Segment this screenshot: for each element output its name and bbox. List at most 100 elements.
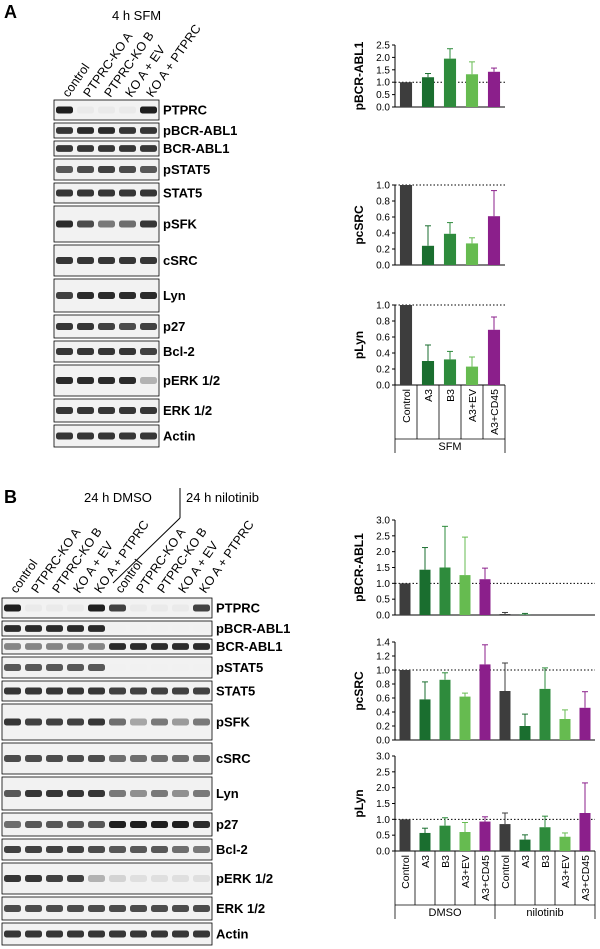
- blot-band: [109, 875, 126, 882]
- blot-band: [77, 189, 94, 197]
- y-tick-label: 1.2: [376, 652, 390, 663]
- blot-strip: pSFK: [1, 703, 251, 741]
- y-tick-label: 0.2: [376, 365, 390, 376]
- blot-band: [140, 127, 157, 134]
- blot-strip: ERK 1/2: [53, 398, 212, 423]
- panel-a-condition: 4 h SFM: [112, 8, 161, 23]
- blot-band: [4, 687, 21, 695]
- blot-label: BCR-ABL1: [163, 141, 229, 156]
- blot-band: [77, 145, 94, 152]
- blot-band: [46, 625, 63, 632]
- blot-band: [56, 166, 73, 173]
- blot-band: [77, 407, 94, 414]
- blot-band: [4, 846, 21, 853]
- blot-band: [88, 625, 105, 632]
- blot-band: [56, 323, 73, 330]
- bar: [499, 614, 511, 615]
- blot-band: [172, 790, 189, 797]
- blot-band: [109, 846, 126, 853]
- blot-label: Actin: [216, 927, 249, 942]
- blot-band: [172, 905, 189, 912]
- blot-label: pSFK: [216, 715, 251, 730]
- blot-band: [130, 846, 147, 853]
- y-tick-label: 2.5: [376, 41, 390, 52]
- blot-band: [46, 821, 63, 828]
- blot-band: [109, 905, 126, 912]
- chart-a-3: 0.0 0.2 0.4 0.6 0.8 1.0 pLyn: [352, 301, 505, 392]
- blot-band: [88, 718, 105, 726]
- y-tick-label: 0.5: [376, 595, 390, 606]
- blot-band: [67, 875, 84, 882]
- y-tick-label: 0.6: [376, 213, 390, 224]
- bar: [579, 707, 591, 740]
- blot-band: [119, 166, 136, 173]
- blot-band: [98, 145, 115, 152]
- blot-band: [193, 821, 210, 828]
- blot-label: ERK 1/2: [163, 403, 212, 418]
- blot-band: [88, 664, 105, 671]
- bar: [419, 699, 431, 740]
- bar: [399, 583, 411, 615]
- blot-band: [77, 432, 94, 440]
- blot-band: [88, 875, 105, 882]
- blot-band: [56, 106, 73, 114]
- blot-band: [4, 790, 21, 797]
- y-tick-label: 2.5: [376, 531, 390, 542]
- blot-band: [46, 718, 63, 726]
- blot-band: [193, 604, 210, 612]
- blot-band: [25, 846, 42, 853]
- bar: [539, 827, 551, 851]
- blot-band: [140, 348, 157, 355]
- bar: [421, 245, 435, 265]
- x-tick-label: A3: [520, 855, 532, 868]
- bar: [579, 813, 591, 851]
- blot-band: [4, 755, 21, 762]
- blot-band: [4, 875, 21, 882]
- blot-band: [4, 930, 21, 938]
- x-tick-label: Control: [400, 855, 412, 889]
- blot-band: [4, 905, 21, 912]
- blot-label: STAT5: [216, 684, 255, 699]
- y-tick-label: 1.0: [376, 666, 390, 677]
- x-tick-label: A3+EV: [460, 855, 472, 888]
- blot-band: [67, 790, 84, 797]
- blot-band: [119, 323, 136, 330]
- y-axis-label: pLyn: [352, 789, 366, 817]
- y-tick-label: 1.4: [376, 638, 390, 649]
- bar: [559, 719, 571, 740]
- blot-band: [67, 687, 84, 695]
- blot-band: [56, 432, 73, 440]
- blot-strip: PTPRC: [1, 597, 261, 619]
- blot-band: [172, 930, 189, 938]
- blot-band: [130, 625, 147, 632]
- bar: [443, 359, 457, 385]
- blot-strip: Actin: [53, 424, 196, 448]
- blot-band: [109, 790, 126, 797]
- group-label: SFM: [438, 441, 461, 453]
- y-tick-label: 1.0: [376, 181, 390, 192]
- blot-band: [172, 604, 189, 612]
- blot-label: Actin: [163, 429, 196, 444]
- chart-b-3: 0.0 0.5 1.0 1.5 2.0 2.5 3.0 pLyn: [352, 752, 595, 858]
- blot-label: p27: [216, 817, 238, 832]
- blot-band: [88, 905, 105, 912]
- blot-band: [25, 604, 42, 612]
- blot-label: Lyn: [216, 786, 239, 801]
- blot-strip: pBCR-ABL1: [1, 620, 290, 637]
- bar: [487, 216, 501, 265]
- blot-band: [67, 664, 84, 671]
- blot-band: [25, 821, 42, 828]
- blot-band: [172, 821, 189, 828]
- blot-band: [77, 166, 94, 173]
- y-tick-label: 3.0: [376, 516, 390, 527]
- blot-band: [25, 875, 42, 882]
- blot-band: [109, 718, 126, 726]
- y-tick-label: 0.6: [376, 694, 390, 705]
- blot-band: [4, 604, 21, 612]
- blot-label: cSRC: [163, 253, 198, 268]
- blot-band: [98, 407, 115, 414]
- blot-band: [109, 604, 126, 612]
- blot-band: [25, 930, 42, 938]
- y-tick-label: 0.8: [376, 197, 390, 208]
- blot-band: [193, 664, 210, 671]
